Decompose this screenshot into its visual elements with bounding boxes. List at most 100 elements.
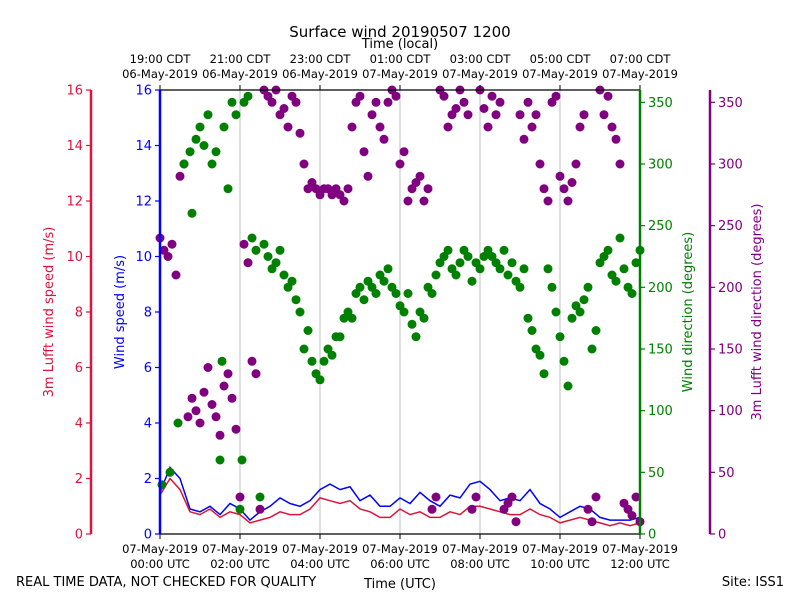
lufft-speed-axis-tick-label: 8 bbox=[75, 306, 83, 321]
wind-direction-point bbox=[237, 455, 247, 465]
lufft-direction-point bbox=[383, 97, 393, 107]
lufft-direction-axis-tick-label: 0 bbox=[718, 528, 726, 543]
lufft-direction-axis-tick-label: 100 bbox=[718, 404, 743, 419]
wind-speed-axis-tick-label: 4 bbox=[144, 417, 152, 432]
wind-direction-point bbox=[575, 307, 585, 317]
lufft-direction-point bbox=[551, 91, 561, 101]
wind-direction-point bbox=[467, 276, 477, 286]
lufft-direction-point bbox=[575, 122, 585, 132]
site-label: Site: ISS1 bbox=[721, 575, 784, 590]
lufft-direction-point bbox=[591, 492, 601, 502]
wind-direction-point bbox=[403, 289, 413, 298]
wind-direction-point bbox=[211, 147, 221, 157]
x-tick-label: 07-May-2019 bbox=[442, 542, 518, 556]
lufft-direction-point bbox=[571, 159, 581, 169]
wind-direction-point bbox=[195, 122, 205, 132]
lufft-direction-point bbox=[363, 171, 373, 181]
lufft-direction-point bbox=[403, 196, 413, 206]
lufft-speed-axis-tick-label: 12 bbox=[66, 195, 83, 210]
x-tick-label: 07-May-2019 bbox=[122, 542, 198, 556]
wind-direction-point bbox=[535, 350, 545, 360]
wind-direction-point bbox=[391, 289, 401, 298]
wind-direction-point bbox=[227, 97, 237, 107]
lufft-direction-point bbox=[391, 91, 401, 101]
lufft-speed-axis-tick-label: 4 bbox=[75, 417, 83, 432]
lufft-direction-point bbox=[395, 159, 405, 169]
lufft-direction-point bbox=[583, 504, 593, 514]
x-tick-label: 00:00 UTC bbox=[130, 557, 190, 571]
lufft-direction-point bbox=[167, 239, 177, 249]
quality-note: REAL TIME DATA, NOT CHECKED FOR QUALITY bbox=[16, 575, 317, 590]
wind-direction-point bbox=[379, 276, 389, 286]
wind-direction-axis-tick-label: 250 bbox=[648, 219, 673, 234]
lufft-direction-axis-tick-label: 300 bbox=[718, 158, 743, 173]
top-tick-label: 05:00 CDT bbox=[530, 52, 592, 66]
x-tick-label: 12:00 UTC bbox=[610, 557, 670, 571]
lufft-direction-point bbox=[211, 412, 221, 422]
wind-direction-point bbox=[347, 313, 357, 323]
lufft-direction-axis-tick-label: 250 bbox=[718, 219, 743, 234]
wind-direction-point bbox=[551, 307, 561, 317]
lufft-direction-point bbox=[175, 171, 185, 181]
lufft-speed-axis-tick-label: 16 bbox=[66, 84, 83, 99]
lufft-direction-point bbox=[483, 122, 493, 132]
top-tick-label: 07:00 CDT bbox=[610, 52, 672, 66]
wind-direction-axis-tick-label: 0 bbox=[648, 528, 656, 543]
lufft-direction-point bbox=[531, 110, 541, 120]
wind-direction-point bbox=[165, 467, 175, 477]
wind-direction-point bbox=[179, 159, 189, 169]
lufft-direction-point bbox=[355, 91, 365, 101]
wind-direction-point bbox=[275, 245, 285, 255]
wind-speed-axis-tick-label: 14 bbox=[135, 139, 152, 154]
lufft-direction-axis-tick-label: 50 bbox=[718, 466, 735, 481]
wind-direction-point bbox=[507, 258, 517, 268]
wind-direction-point bbox=[411, 332, 421, 342]
wind-direction-point bbox=[619, 264, 629, 274]
x-tick-label: 07-May-2019 bbox=[202, 542, 278, 556]
x-tick-label: 08:00 UTC bbox=[450, 557, 510, 571]
wind-direction-point bbox=[603, 245, 613, 255]
wind-direction-point bbox=[539, 369, 549, 379]
wind-direction-point bbox=[173, 418, 183, 428]
lufft-direction-point bbox=[463, 110, 473, 120]
lufft-direction-point bbox=[495, 97, 505, 107]
wind-direction-point bbox=[223, 184, 233, 194]
wind-direction-axis-tick-label: 50 bbox=[648, 466, 665, 481]
wind-direction-point bbox=[219, 122, 229, 132]
lufft-direction-point bbox=[459, 97, 469, 107]
lufft-direction-point bbox=[215, 430, 225, 440]
lufft-direction-point bbox=[231, 424, 241, 434]
top-tick-label: 06-May-2019 bbox=[202, 67, 278, 81]
lufft-speed-axis-tick-label: 0 bbox=[75, 528, 83, 543]
lufft-direction-axis-tick-label: 200 bbox=[718, 281, 743, 296]
lufft-direction-point bbox=[191, 406, 201, 416]
wind-direction-point bbox=[591, 326, 601, 335]
lufft-direction-point bbox=[367, 110, 377, 120]
wind-direction-point bbox=[503, 270, 513, 280]
lufft-direction-point bbox=[291, 97, 301, 107]
wind-direction-point bbox=[583, 282, 593, 292]
lufft-direction-point bbox=[415, 171, 425, 181]
lufft-direction-point bbox=[199, 387, 209, 397]
wind-direction-point bbox=[207, 159, 217, 169]
lufft-direction-point bbox=[431, 492, 441, 502]
lufft-direction-point bbox=[567, 178, 577, 187]
lufft-direction-point bbox=[219, 381, 229, 391]
lufft-direction-axis-tick-label: 150 bbox=[718, 343, 743, 358]
lufft-direction-point bbox=[587, 517, 597, 527]
wind-direction-point bbox=[215, 455, 225, 465]
lufft-direction-point bbox=[539, 184, 549, 194]
lufft-direction-point bbox=[419, 196, 429, 206]
lufft-direction-point bbox=[243, 258, 253, 268]
lufft-direction-point bbox=[227, 393, 237, 403]
lufft-speed-axis-tick-label: 6 bbox=[75, 361, 83, 376]
wind-direction-point bbox=[243, 91, 253, 101]
lufft-direction-point bbox=[527, 122, 537, 132]
wind-direction-point bbox=[475, 264, 485, 274]
wind-direction-point bbox=[327, 350, 337, 360]
wind-direction-axis-tick-label: 150 bbox=[648, 343, 673, 358]
chart-title: Surface wind 20190507 1200 bbox=[289, 23, 510, 41]
x-tick-label: 02:00 UTC bbox=[210, 557, 270, 571]
lufft-direction-point bbox=[251, 369, 261, 379]
